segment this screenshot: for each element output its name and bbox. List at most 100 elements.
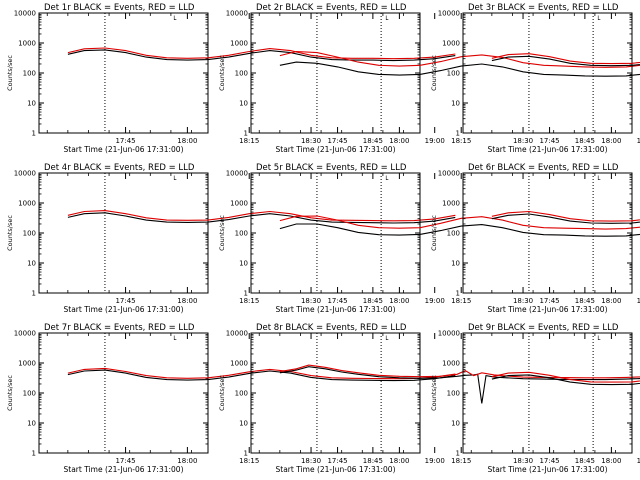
detector-panel-1: Det 1r BLACK = Events, RED = LLD └ 1 10 100 1… — [6, 3, 456, 154]
x-tick-label: 17:45 — [327, 137, 347, 145]
x-tick-label: 17:45 — [115, 457, 135, 465]
x-tick-label: 18:00 — [601, 297, 621, 305]
x-tick-label: 18:15 — [451, 137, 471, 145]
y-tick-label: 100 — [23, 390, 36, 398]
y-tick-label: 10 — [239, 420, 248, 428]
x-tick-label: 18:15 — [451, 457, 471, 465]
y-tick-label: 1 — [456, 130, 460, 138]
y-tick-label: 1000 — [18, 360, 36, 368]
y-tick-label: 10000 — [438, 10, 460, 18]
panel-title: Det 3r BLACK = Events, RED = LLD — [468, 3, 619, 13]
x-tick-label: 18:30 — [301, 457, 321, 465]
y-axis-label: Counts/sec — [430, 215, 438, 251]
y-tick-label: 1000 — [230, 40, 248, 48]
series-events-line — [279, 61, 640, 77]
y-axis-label: Counts/sec — [6, 55, 14, 91]
y-tick-label: 1 — [32, 130, 36, 138]
detector-panel-3: Det 3r BLACK = Events, RED = LLD └ 1 10 100 1… — [430, 3, 640, 154]
x-tick-label: 18:45 — [363, 137, 383, 145]
panel-title: Det 9r BLACK = Events, RED = LLD — [468, 323, 619, 333]
series-events-line — [67, 369, 456, 382]
series-events-line — [491, 374, 640, 386]
x-tick-label: 17:45 — [327, 297, 347, 305]
x-tick-label: 18:45 — [575, 137, 595, 145]
plot-frame — [250, 172, 421, 294]
y-tick-label: 10 — [27, 260, 36, 268]
y-tick-label: 1 — [244, 290, 248, 298]
x-axis-label: Start Time (21-Jun-06 17:31:00) — [276, 305, 396, 314]
series-lld-line — [67, 210, 456, 222]
x-axis-label: Start Time (21-Jun-06 17:31:00) — [488, 305, 608, 314]
y-tick-label: 10 — [451, 260, 460, 268]
y-tick-label: 10000 — [226, 170, 248, 178]
y-tick-label: 100 — [235, 390, 248, 398]
detector-panel-4: Det 4r BLACK = Events, RED = LLD └ 1 10 100 1… — [6, 163, 456, 314]
x-tick-label: 18:15 — [239, 457, 259, 465]
series-lld-line — [67, 47, 456, 60]
series-events-line — [491, 213, 640, 224]
y-tick-label: 10000 — [14, 330, 36, 338]
series-lld-line — [491, 210, 640, 222]
corner-flag-glyph: └ — [596, 175, 601, 184]
plot-frame — [250, 12, 421, 134]
y-tick-label: 1 — [456, 290, 460, 298]
x-tick-label: 18:00 — [177, 137, 197, 145]
y-tick-label: 100 — [235, 230, 248, 238]
detector-panel-6: Det 6r BLACK = Events, RED = LLD └ 1 10 100 1… — [430, 163, 640, 314]
x-tick-label: 18:00 — [601, 457, 621, 465]
x-tick-label: 19:00 — [637, 457, 640, 465]
y-axis-label: Counts/sec — [218, 55, 226, 91]
x-tick-label: 18:45 — [363, 297, 383, 305]
x-axis-label: Start Time (21-Jun-06 17:31:00) — [488, 465, 608, 474]
x-tick-label: 19:00 — [425, 137, 445, 145]
x-tick-label: 18:30 — [301, 137, 321, 145]
x-tick-label: 17:45 — [327, 457, 347, 465]
y-tick-label: 1000 — [230, 360, 248, 368]
panel-title: Det 6r BLACK = Events, RED = LLD — [468, 163, 619, 173]
x-tick-label: 18:45 — [575, 297, 595, 305]
y-tick-label: 10 — [27, 100, 36, 108]
y-axis-label: Counts/sec — [430, 55, 438, 91]
y-tick-label: 1 — [244, 130, 248, 138]
panel-title: Det 1r BLACK = Events, RED = LLD — [44, 3, 195, 13]
x-tick-label: 17:45 — [539, 457, 559, 465]
y-tick-label: 10000 — [438, 170, 460, 178]
y-tick-label: 1000 — [18, 200, 36, 208]
series-lld-line — [491, 371, 640, 383]
x-tick-label: 18:00 — [177, 297, 197, 305]
corner-flag-glyph: └ — [172, 15, 177, 24]
y-tick-label: 10000 — [14, 10, 36, 18]
y-tick-label: 1 — [32, 290, 36, 298]
y-tick-label: 100 — [447, 390, 460, 398]
panel-title: Det 5r BLACK = Events, RED = LLD — [256, 163, 407, 173]
series-lld-line — [279, 50, 640, 68]
plot-frame — [38, 172, 209, 294]
x-tick-label: 18:00 — [389, 137, 409, 145]
series-events-line — [67, 212, 456, 224]
plot-frame — [38, 12, 209, 134]
corner-flag-glyph: └ — [384, 335, 389, 344]
y-tick-label: 100 — [447, 230, 460, 238]
corner-flag-glyph: └ — [596, 15, 601, 24]
x-axis-label: Start Time (21-Jun-06 17:31:00) — [64, 305, 184, 314]
x-axis-label: Start Time (21-Jun-06 17:31:00) — [276, 145, 396, 154]
y-tick-label: 1000 — [230, 200, 248, 208]
x-tick-label: 17:45 — [115, 137, 135, 145]
x-tick-label: 19:00 — [425, 297, 445, 305]
x-tick-label: 18:15 — [239, 297, 259, 305]
x-tick-label: 18:45 — [575, 457, 595, 465]
y-axis-label: Counts/sec — [6, 375, 14, 411]
plot-frame — [462, 12, 633, 134]
corner-flag-glyph: └ — [384, 175, 389, 184]
x-tick-label: 18:30 — [513, 137, 533, 145]
detector-panel-7: Det 7r BLACK = Events, RED = LLD └ 1 10 100 1… — [6, 323, 456, 474]
corner-flag-glyph: └ — [172, 175, 177, 184]
x-axis-label: Start Time (21-Jun-06 17:31:00) — [276, 465, 396, 474]
y-tick-label: 100 — [23, 70, 36, 78]
x-tick-label: 17:45 — [115, 297, 135, 305]
y-tick-label: 1000 — [442, 200, 460, 208]
panel-title: Det 8r BLACK = Events, RED = LLD — [256, 323, 407, 333]
detector-panel-8: Det 8r BLACK = Events, RED = LLD └ 1 10 100 1… — [218, 323, 640, 474]
y-tick-label: 100 — [447, 70, 460, 78]
